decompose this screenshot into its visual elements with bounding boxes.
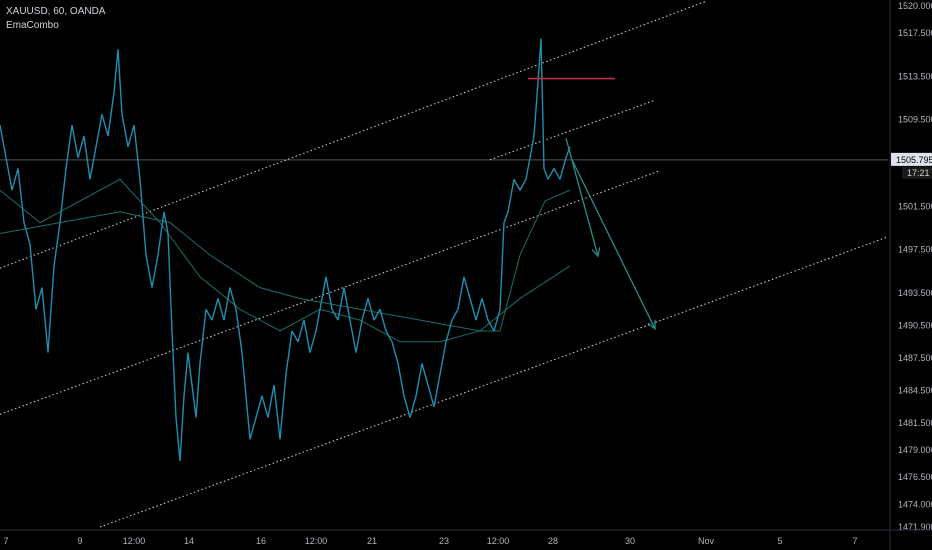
y-tick-label: 1501.500 (898, 201, 932, 211)
y-tick-label: 1487.500 (898, 353, 932, 363)
y-tick-label: 1474.000 (898, 499, 932, 509)
ema-line-2 (0, 211, 571, 332)
y-tick-label: 1497.500 (898, 245, 932, 255)
price-tag-box (891, 152, 932, 166)
price-axis[interactable]: 1520.0001517.5001513.5001509.5001505.500… (889, 0, 932, 550)
x-tick-label: 28 (548, 536, 558, 546)
x-tick-label: 21 (367, 536, 377, 546)
x-tick-label: 12:00 (487, 536, 510, 546)
countdown-value: 17:21 (907, 168, 930, 178)
channel-line-4[interactable] (489, 99, 656, 161)
y-tick-label: 1476.500 (898, 472, 932, 482)
price-series-line (0, 38, 571, 461)
x-tick-label: 30 (625, 536, 635, 546)
x-tick-label: 16 (256, 536, 266, 546)
y-tick-label: 1513.500 (898, 71, 932, 81)
ema-line-1 (0, 178, 571, 343)
x-tick-label: 7 (3, 536, 8, 546)
plot-area[interactable] (0, 1, 889, 528)
y-tick-label: 1479.000 (898, 445, 932, 455)
current-price-tag: 1505.795 17:21 (891, 152, 932, 179)
y-tick-label: 1517.500 (898, 28, 932, 38)
channel-line-3[interactable] (99, 236, 889, 528)
channel-line-1[interactable] (0, 1, 706, 269)
y-tick-label: 1493.500 (898, 288, 932, 298)
time-axis[interactable]: 7 9 12:00 14 16 12:00 21 23 12:00 28 30 Nov 5 7 (0, 529, 932, 546)
y-tick-label: 1490.500 (898, 321, 932, 331)
x-tick-label: 14 (184, 536, 194, 546)
price-tag-value: 1505.795 (896, 155, 932, 165)
projection-arrow-1[interactable] (565, 137, 599, 257)
arrow-head-2 (647, 319, 656, 331)
x-tick-label: 12:00 (123, 536, 146, 546)
arrow-head-1 (591, 247, 601, 258)
y-tick-label: 1520.000 (898, 1, 932, 11)
x-tick-label: 7 (852, 536, 857, 546)
indicator-label[interactable]: EmaCombo (6, 20, 59, 31)
y-tick-label: 1484.500 (898, 386, 932, 396)
x-tick-label: 12:00 (305, 536, 328, 546)
chart-title: XAUUSD, 60, OANDA (6, 6, 106, 17)
channel-line-2[interactable] (0, 170, 661, 415)
y-tick-label: 1481.500 (898, 418, 932, 428)
y-tick-label: 1471.900 (898, 522, 932, 532)
x-tick-label: 9 (77, 536, 82, 546)
y-tick-label: 1509.500 (898, 115, 932, 125)
countdown-box (902, 166, 932, 179)
x-tick-label: 5 (777, 536, 782, 546)
projection-arrow-2[interactable] (571, 159, 656, 330)
x-tick-label: 23 (439, 536, 449, 546)
x-tick-label: Nov (698, 536, 715, 546)
